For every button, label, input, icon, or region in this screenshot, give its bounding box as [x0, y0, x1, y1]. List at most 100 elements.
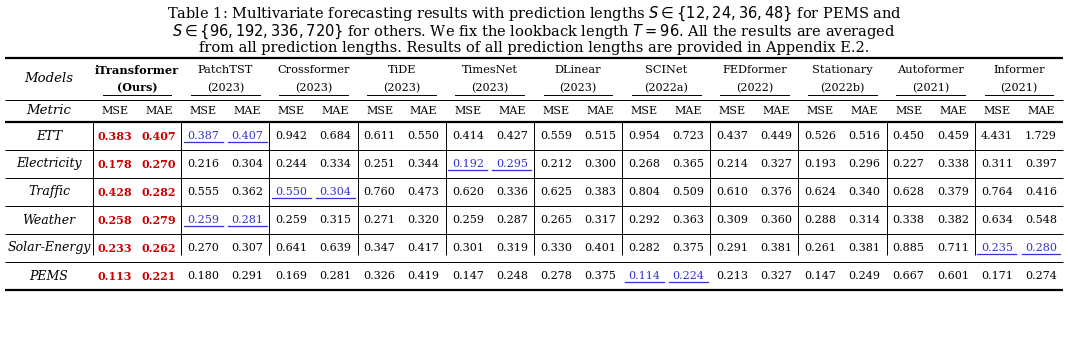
Text: 0.259: 0.259 [452, 215, 484, 225]
Text: 0.244: 0.244 [276, 159, 308, 169]
Text: 0.311: 0.311 [980, 159, 1012, 169]
Text: (2023): (2023) [295, 83, 332, 93]
Text: 0.296: 0.296 [849, 159, 881, 169]
Text: PatchTST: PatchTST [198, 65, 253, 75]
Text: (2023): (2023) [383, 83, 421, 93]
Text: 0.274: 0.274 [1025, 271, 1057, 281]
Text: MSE: MSE [984, 106, 1010, 116]
Text: 0.550: 0.550 [276, 187, 308, 197]
Text: 0.171: 0.171 [980, 271, 1012, 281]
Text: 0.320: 0.320 [408, 215, 440, 225]
Text: 0.338: 0.338 [893, 215, 925, 225]
Text: 0.639: 0.639 [319, 243, 351, 253]
Text: 0.362: 0.362 [232, 187, 264, 197]
Text: (2021): (2021) [1001, 83, 1037, 93]
Text: $S \in \{96, 192, 336, 720\}$ for others. We fix the lookback length $T = 96$. A: $S \in \{96, 192, 336, 720\}$ for others… [172, 23, 896, 41]
Text: 0.515: 0.515 [584, 131, 616, 141]
Text: 0.268: 0.268 [628, 159, 660, 169]
Text: 0.265: 0.265 [540, 215, 572, 225]
Text: from all prediction lengths. Results of all prediction lengths are provided in A: from all prediction lengths. Results of … [199, 41, 869, 55]
Text: MSE: MSE [454, 106, 482, 116]
Text: iTransformer: iTransformer [95, 65, 179, 76]
Text: MSE: MSE [895, 106, 923, 116]
Text: 0.383: 0.383 [97, 131, 132, 142]
Text: 0.147: 0.147 [804, 271, 836, 281]
Text: (2022): (2022) [736, 83, 773, 93]
Text: MSE: MSE [101, 106, 128, 116]
Text: Table 1: Multivariate forecasting results with prediction lengths $S \in \{12, 2: Table 1: Multivariate forecasting result… [167, 5, 901, 23]
Text: 0.262: 0.262 [142, 242, 176, 253]
Text: 0.347: 0.347 [363, 243, 395, 253]
Text: 0.942: 0.942 [276, 131, 308, 141]
Text: 0.113: 0.113 [98, 270, 132, 281]
Text: SCINet: SCINet [645, 65, 688, 75]
Text: 0.278: 0.278 [540, 271, 571, 281]
Text: MSE: MSE [278, 106, 305, 116]
Text: 0.282: 0.282 [142, 187, 176, 197]
Text: 0.235: 0.235 [980, 243, 1012, 253]
Text: 0.327: 0.327 [760, 159, 792, 169]
Text: Weather: Weather [22, 213, 76, 227]
Text: 0.338: 0.338 [937, 159, 969, 169]
Text: 0.281: 0.281 [319, 271, 351, 281]
Text: 0.282: 0.282 [628, 243, 660, 253]
Text: Stationary: Stationary [813, 65, 873, 75]
Text: 0.259: 0.259 [276, 215, 308, 225]
Text: 0.601: 0.601 [937, 271, 969, 281]
Text: 0.427: 0.427 [496, 131, 528, 141]
Text: 0.387: 0.387 [187, 131, 219, 141]
Text: 0.279: 0.279 [142, 215, 176, 225]
Text: 0.625: 0.625 [540, 187, 572, 197]
Text: 0.292: 0.292 [628, 215, 660, 225]
Text: 0.381: 0.381 [760, 243, 792, 253]
Text: 0.376: 0.376 [760, 187, 792, 197]
Text: 0.309: 0.309 [717, 215, 749, 225]
Text: MAE: MAE [851, 106, 878, 116]
Text: (2023): (2023) [471, 83, 508, 93]
Text: 0.407: 0.407 [142, 131, 176, 142]
Text: 0.301: 0.301 [452, 243, 484, 253]
Text: 0.336: 0.336 [496, 187, 528, 197]
Text: MAE: MAE [145, 106, 173, 116]
Text: 0.365: 0.365 [672, 159, 704, 169]
Text: 0.214: 0.214 [717, 159, 749, 169]
Text: 0.473: 0.473 [408, 187, 440, 197]
Text: 0.304: 0.304 [319, 187, 351, 197]
Text: 0.216: 0.216 [187, 159, 219, 169]
Text: 0.249: 0.249 [849, 271, 881, 281]
Text: 0.169: 0.169 [276, 271, 308, 281]
Text: 0.634: 0.634 [980, 215, 1012, 225]
Text: 0.459: 0.459 [937, 131, 969, 141]
Text: 0.711: 0.711 [937, 243, 969, 253]
Text: 0.281: 0.281 [232, 215, 264, 225]
Text: MAE: MAE [234, 106, 261, 116]
Text: 0.259: 0.259 [187, 215, 219, 225]
Text: 0.401: 0.401 [584, 243, 616, 253]
Text: 0.327: 0.327 [760, 271, 792, 281]
Text: 0.628: 0.628 [893, 187, 925, 197]
Text: Metric: Metric [27, 105, 72, 118]
Text: FEDformer: FEDformer [722, 65, 787, 75]
Text: 0.300: 0.300 [584, 159, 616, 169]
Text: 0.624: 0.624 [804, 187, 836, 197]
Text: 0.287: 0.287 [496, 215, 528, 225]
Text: 0.330: 0.330 [540, 243, 572, 253]
Text: 0.334: 0.334 [319, 159, 351, 169]
Text: 0.379: 0.379 [937, 187, 969, 197]
Text: 0.381: 0.381 [849, 243, 881, 253]
Text: 0.885: 0.885 [893, 243, 925, 253]
Text: 0.804: 0.804 [628, 187, 660, 197]
Text: 0.375: 0.375 [584, 271, 616, 281]
Text: 0.261: 0.261 [804, 243, 836, 253]
Text: (2023): (2023) [206, 83, 244, 93]
Text: 0.304: 0.304 [232, 159, 264, 169]
Text: (2023): (2023) [560, 83, 597, 93]
Text: 0.760: 0.760 [363, 187, 395, 197]
Text: 0.180: 0.180 [187, 271, 219, 281]
Text: 0.375: 0.375 [672, 243, 704, 253]
Text: Crossformer: Crossformer [278, 65, 349, 75]
Text: 0.723: 0.723 [672, 131, 704, 141]
Text: 1.729: 1.729 [1025, 131, 1057, 141]
Text: 0.212: 0.212 [540, 159, 572, 169]
Text: 0.213: 0.213 [717, 271, 749, 281]
